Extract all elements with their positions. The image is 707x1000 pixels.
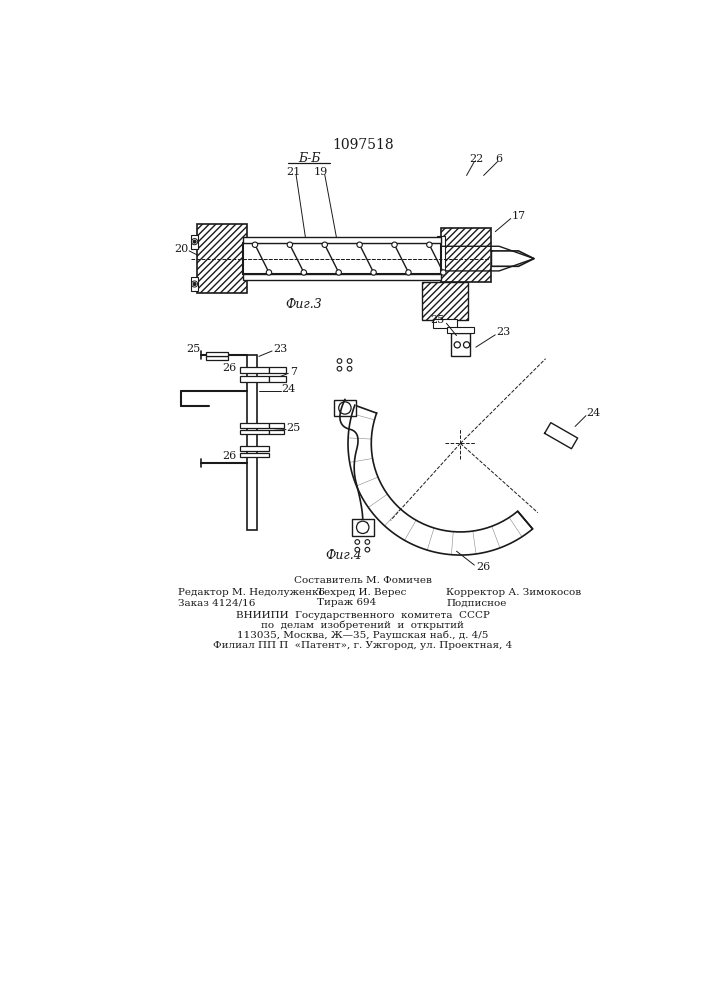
Circle shape [347,366,352,371]
Polygon shape [544,423,578,449]
Circle shape [192,281,198,287]
Circle shape [355,547,360,552]
Bar [269,430,284,434]
Circle shape [252,242,258,247]
Text: 26: 26 [222,451,237,461]
Circle shape [365,547,370,552]
Text: Редактор М. Недолуженко: Редактор М. Недолуженко [177,588,325,597]
Text: 25: 25 [430,315,444,325]
Text: 21: 21 [286,167,301,177]
Circle shape [454,342,460,348]
Text: Тираж 694: Тираж 694 [317,598,376,607]
Circle shape [339,402,351,414]
Text: 24: 24 [587,408,601,418]
Text: Корректор А. Зимокосов: Корректор А. Зимокосов [446,588,582,597]
Polygon shape [441,246,534,271]
Bar [352,519,373,536]
Circle shape [347,359,352,363]
Circle shape [337,359,341,363]
Text: Фиг.4: Фиг.4 [326,549,363,562]
Circle shape [287,242,293,247]
Bar [240,376,269,382]
Bar [433,319,457,328]
Text: 26: 26 [477,562,491,572]
Text: 24: 24 [281,384,296,394]
Bar [240,423,269,428]
Text: Техред И. Верес: Техред И. Верес [317,588,407,597]
Bar [240,446,269,451]
Text: 1097518: 1097518 [332,138,394,152]
Bar [240,430,269,434]
Text: 6: 6 [496,153,503,163]
Bar [240,367,269,373]
Circle shape [301,270,307,275]
Polygon shape [348,405,532,555]
Bar [243,243,247,274]
Circle shape [322,242,327,247]
Text: 19: 19 [314,167,328,177]
Bar [269,423,284,428]
Bar [269,367,286,373]
Text: 25: 25 [286,423,300,433]
Text: Заказ 4124/16: Заказ 4124/16 [177,598,255,607]
Bar [334,400,356,416]
Text: 113035, Москва, Ж—35, Раушская наб., д. 4/5: 113035, Москва, Ж—35, Раушская наб., д. … [237,630,489,640]
Circle shape [371,270,376,275]
Bar [441,228,491,282]
Bar [240,453,269,457]
Circle shape [357,242,363,247]
Text: 23: 23 [274,344,288,354]
Circle shape [356,521,369,533]
Polygon shape [491,251,534,266]
Circle shape [406,270,411,275]
Bar [192,235,198,249]
Circle shape [336,270,341,275]
Circle shape [337,366,341,371]
Text: 23: 23 [496,327,510,337]
Circle shape [267,270,271,275]
Circle shape [464,342,469,348]
Text: Филиал ПП П  «Патент», г. Ужгород, ул. Проектная, 4: Филиал ПП П «Патент», г. Ужгород, ул. Пр… [213,641,513,650]
Bar [421,282,468,320]
Bar [206,352,228,356]
Bar [437,235,445,274]
Text: ВНИИПИ  Государственного  комитета  СССР: ВНИИПИ Государственного комитета СССР [236,611,490,620]
Text: 17: 17 [511,211,525,221]
Text: Подписное: Подписное [446,598,507,607]
Circle shape [193,282,196,286]
Bar [247,355,257,530]
Bar [206,356,228,360]
Circle shape [192,239,198,245]
Text: 25: 25 [186,344,200,354]
Bar [451,333,469,356]
Circle shape [392,242,397,247]
Text: 20: 20 [174,244,189,254]
Text: Составитель М. Фомичев: Составитель М. Фомичев [294,576,432,585]
Circle shape [365,540,370,544]
Bar [192,277,198,291]
Bar [243,274,441,280]
Circle shape [355,540,360,544]
Circle shape [426,242,432,247]
Bar [197,224,247,293]
Text: по  делам  изобретений  и  открытий: по делам изобретений и открытий [262,620,464,630]
Circle shape [440,270,446,275]
Text: Б-Б: Б-Б [298,152,320,165]
Bar [243,243,441,274]
Bar [269,376,286,382]
Text: Фиг.3: Фиг.3 [286,298,322,311]
Text: 7: 7 [291,367,297,377]
Bar [243,237,441,243]
Text: 22: 22 [469,153,483,163]
Text: 26: 26 [222,363,237,373]
Bar [448,327,474,333]
Circle shape [193,240,196,243]
